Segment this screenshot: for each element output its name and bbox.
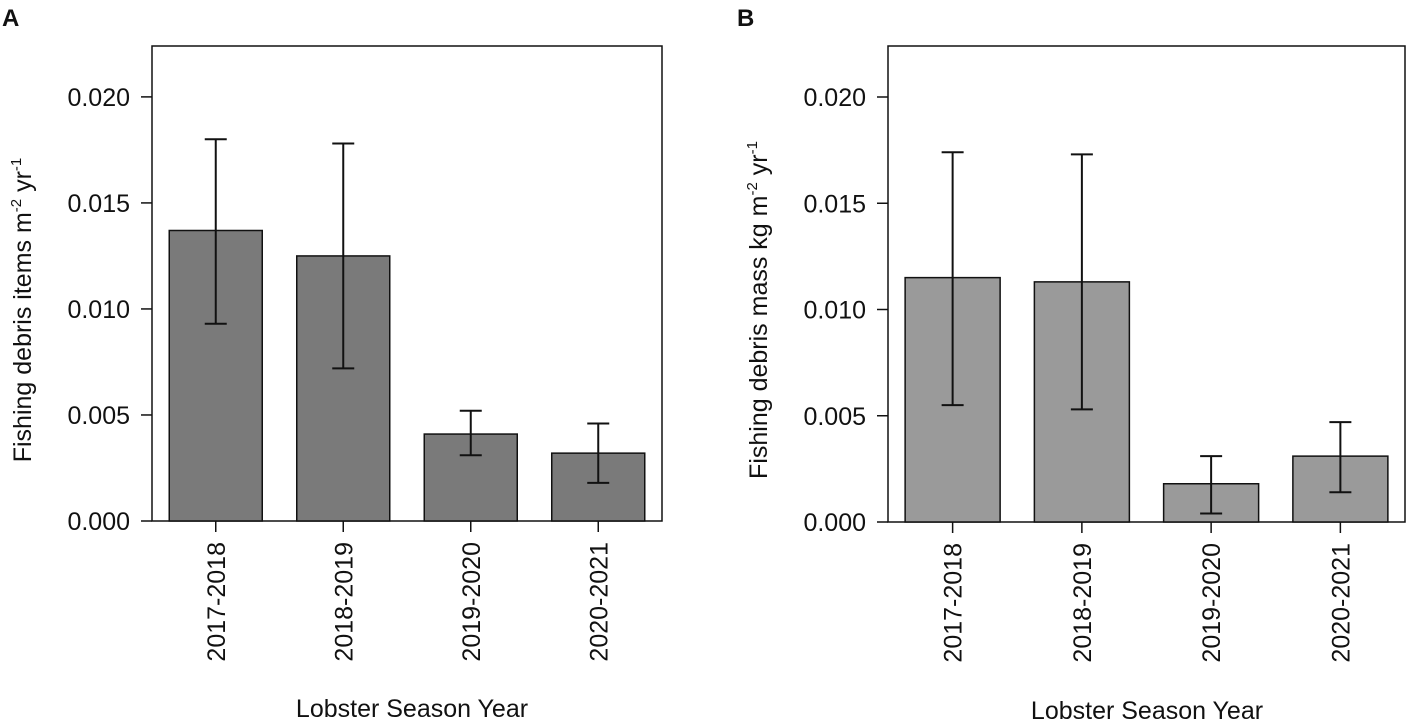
panel-b-y-tick-label: 0.005 (803, 403, 866, 431)
panel-a-letter: A (2, 5, 19, 32)
panel-a-y-tick-label: 0.010 (67, 296, 130, 324)
panel-a-y-tick-label: 0.015 (67, 190, 130, 218)
panel-b-y-axis-title-part: -2 (744, 182, 761, 195)
panel-b-x-tick-label-2017-2018: 2017-2018 (940, 543, 968, 663)
panel-b: B 0.000 0.005 0.010 0.015 0.020 2017-2018 2018-… (737, 5, 1406, 720)
panel-b-y-tick-label: 0.015 (803, 190, 866, 218)
panel-b-y-axis-title-part: -1 (744, 141, 761, 154)
panel-b-y-tick-label: 0.010 (803, 297, 866, 325)
panel-a-x-tick-label-2020-2021: 2020-2021 (585, 542, 613, 662)
panel-a-x-tick-label-2017-2018: 2017-2018 (203, 542, 231, 662)
panel-a-y-axis-title: Fishing debris items m-2 yr-1 (8, 158, 37, 463)
panel-b-y-tick-label: 0.020 (803, 84, 866, 112)
panel-a-x-tick-label-2018-2019: 2018-2019 (330, 542, 358, 662)
panel-b-x-axis-title: Lobster Season Year (1031, 697, 1263, 720)
panel-b-y-axis-title-part: yr (745, 154, 773, 182)
panel-b-y-tick-label: 0.000 (803, 509, 866, 537)
panel-b-plot-frame (887, 45, 1406, 523)
panel-a-y-tick-label: 0.020 (67, 84, 130, 112)
panel-b-letter: B (737, 5, 754, 32)
panel-a-plot-frame (151, 45, 663, 522)
panel-a-x-axis-title: Lobster Season Year (296, 695, 528, 720)
panel-b-x-tick-label-2020-2021: 2020-2021 (1327, 543, 1355, 663)
panel-b-y-axis-title: Fishing debris mass kg m-2 yr-1 (744, 141, 773, 479)
panel-a-y-axis-title-part: yr (9, 171, 37, 199)
panel-a-y-axis-title-part: -2 (8, 199, 25, 212)
panel-a-y-tick-label: 0.000 (67, 508, 130, 536)
panel-a-x-tick-label-2019-2020: 2019-2020 (458, 542, 486, 662)
panel-a-y-axis-title-part: -1 (8, 158, 25, 171)
panel-a-y-tick-label: 0.005 (67, 402, 130, 430)
panel-b-x-tick-label-2019-2020: 2019-2020 (1198, 543, 1226, 663)
panel-a-y-axis-title-part: Fishing debris items m (9, 212, 37, 462)
panel-b-y-axis-title-part: Fishing debris mass kg m (745, 196, 773, 479)
panel-a: A 0.000 0.005 0.010 0.015 0.020 2017-2018 2018-… (2, 5, 663, 720)
panel-b-x-tick-label-2018-2019: 2018-2019 (1069, 543, 1097, 663)
